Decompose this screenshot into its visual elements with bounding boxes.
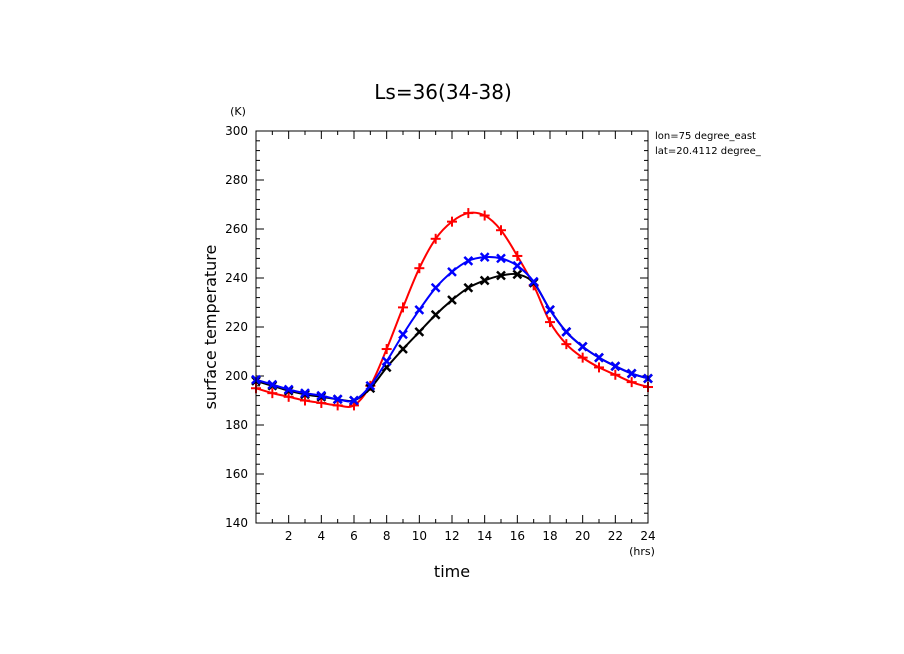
annotation-lat: lat=20.4112 degree_ xyxy=(655,146,762,157)
data-point xyxy=(561,339,572,350)
annotation-lon: lon=75 degree_east xyxy=(655,131,756,142)
data-point xyxy=(594,352,604,363)
data-point xyxy=(610,369,621,380)
data-point xyxy=(463,282,474,293)
series-line xyxy=(255,211,649,408)
data-point xyxy=(626,377,637,388)
y-tick-label: 300 xyxy=(225,124,248,138)
y-tick-label: 280 xyxy=(225,173,248,187)
data-point xyxy=(577,352,588,363)
data-point xyxy=(496,225,506,236)
series-line xyxy=(255,255,649,403)
x-axis-title: time xyxy=(434,562,470,581)
data-point xyxy=(349,395,359,406)
data-point xyxy=(496,270,506,281)
data-point xyxy=(447,216,457,227)
data-point xyxy=(381,356,392,367)
data-point xyxy=(430,282,441,293)
x-tick-label: 4 xyxy=(318,529,326,543)
data-point xyxy=(398,329,408,340)
data-point xyxy=(610,361,621,372)
data-point xyxy=(545,304,555,315)
data-point xyxy=(414,263,425,274)
y-tick-label: 220 xyxy=(225,320,248,334)
x-tick-label: 18 xyxy=(542,529,557,543)
data-point xyxy=(398,344,408,354)
x-tick-label: 8 xyxy=(383,529,391,543)
data-point xyxy=(300,395,310,406)
x-tick-label: 22 xyxy=(608,529,623,543)
series-1 xyxy=(251,269,653,406)
y-axis-title: surface temperature xyxy=(201,245,220,410)
series-0 xyxy=(251,208,653,411)
data-point xyxy=(365,383,376,394)
data-point xyxy=(447,295,457,305)
x-tick-label: 10 xyxy=(412,529,427,543)
x-tick-label: 2 xyxy=(285,529,293,543)
x-tick-label: 16 xyxy=(510,529,525,543)
data-point xyxy=(300,388,310,399)
data-point xyxy=(332,394,343,405)
data-point xyxy=(316,390,327,401)
data-point xyxy=(528,276,539,287)
data-point xyxy=(577,341,588,352)
data-point xyxy=(512,250,523,261)
data-point xyxy=(381,344,392,355)
y-tick-label: 200 xyxy=(225,369,248,383)
data-point xyxy=(332,400,343,411)
x-tick-label: 24 xyxy=(640,529,655,543)
data-point xyxy=(316,397,327,408)
x-tick-label: 6 xyxy=(350,529,358,543)
data-point xyxy=(594,362,604,373)
data-point xyxy=(463,255,474,266)
data-point xyxy=(512,260,523,271)
data-point xyxy=(283,384,294,395)
data-point xyxy=(430,233,441,244)
data-point xyxy=(267,379,278,390)
y-tick-label: 180 xyxy=(225,418,248,432)
chart-title: Ls=36(34-38) xyxy=(374,80,512,104)
data-point xyxy=(496,253,506,264)
data-point xyxy=(561,327,572,337)
data-point xyxy=(414,327,425,337)
data-point xyxy=(447,266,457,277)
y-tick-label: 260 xyxy=(225,222,248,236)
y-tick-label: 140 xyxy=(225,516,248,530)
series-2 xyxy=(251,252,653,406)
data-point xyxy=(479,252,490,263)
data-point xyxy=(512,269,523,280)
data-point xyxy=(479,275,490,286)
data-point xyxy=(430,309,441,320)
y-unit-label: (K) xyxy=(230,105,246,118)
x-tick-label: 14 xyxy=(477,529,492,543)
y-tick-label: 240 xyxy=(225,271,248,285)
data-point xyxy=(398,302,408,313)
data-point xyxy=(626,368,637,379)
data-point xyxy=(267,388,278,399)
data-point xyxy=(283,391,294,402)
x-tick-label: 12 xyxy=(444,529,459,543)
data-point xyxy=(545,317,555,328)
data-point xyxy=(479,210,490,221)
data-point xyxy=(365,380,376,391)
data-point xyxy=(414,304,425,315)
data-point xyxy=(463,208,474,219)
y-tick-label: 160 xyxy=(225,467,248,481)
x-tick-label: 20 xyxy=(575,529,590,543)
plot-frame xyxy=(255,130,649,524)
series-line xyxy=(255,272,649,403)
x-unit-label: (hrs) xyxy=(629,545,655,558)
